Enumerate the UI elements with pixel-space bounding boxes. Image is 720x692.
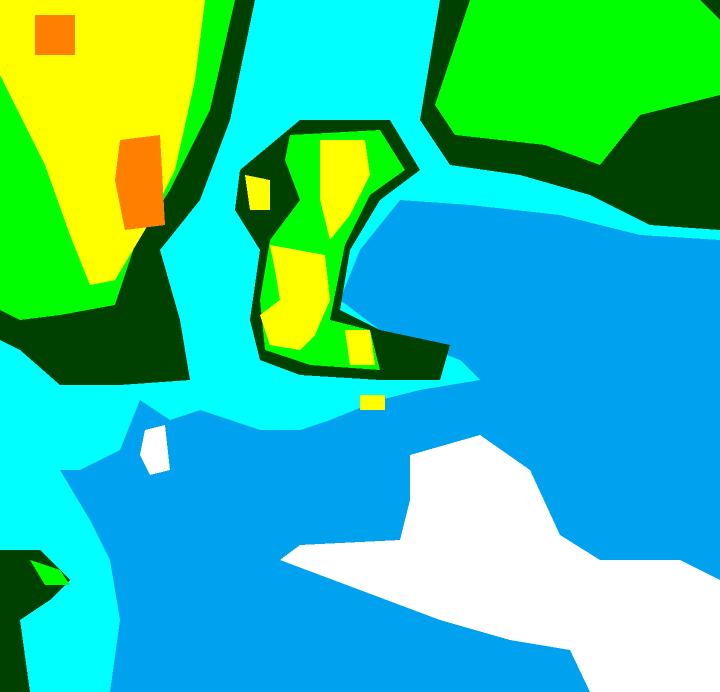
yellow-region-left — [0, 0, 205, 285]
orange-cell-2 — [115, 135, 165, 230]
yellow-cell-small — [245, 175, 270, 210]
yellow-region-center — [260, 245, 330, 350]
white-patch — [140, 425, 170, 475]
dark-green-region-bottom-left — [0, 550, 70, 692]
orange-cell-1 — [35, 15, 75, 55]
yellow-cell-small-3 — [360, 395, 385, 410]
white-region — [280, 435, 720, 692]
green-region-bottom-left — [30, 560, 70, 585]
yellow-region-center-2 — [320, 140, 370, 240]
yellow-cell-small-2 — [345, 330, 375, 365]
green-region-right — [435, 0, 720, 165]
cyan-region-left — [0, 440, 120, 692]
